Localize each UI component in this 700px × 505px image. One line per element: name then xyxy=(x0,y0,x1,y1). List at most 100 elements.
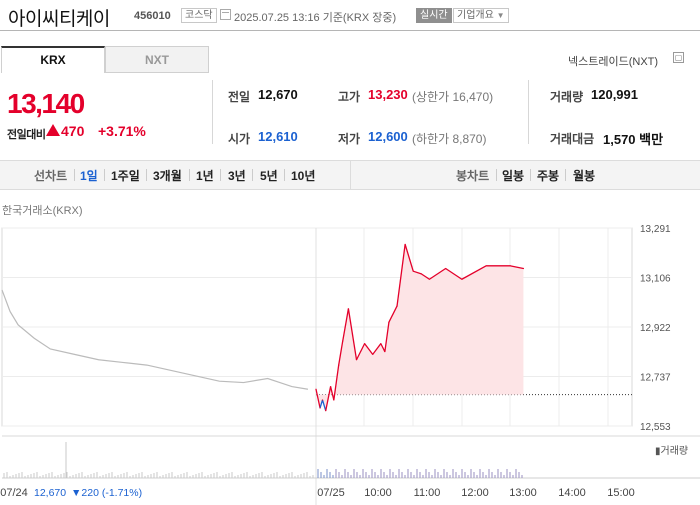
company-info-button[interactable]: 기업개요 ▼ xyxy=(453,8,509,23)
data-point xyxy=(522,267,525,270)
data-point xyxy=(509,265,512,267)
series-today-segment xyxy=(510,265,524,270)
calendar-icon xyxy=(220,9,231,20)
period-5y[interactable]: 5년 xyxy=(260,169,278,183)
data-point xyxy=(396,305,398,307)
period-divider xyxy=(252,169,253,181)
period-1y[interactable]: 1년 xyxy=(196,169,214,183)
change-value: 470 xyxy=(61,123,85,139)
series-today-segment xyxy=(347,308,358,360)
period-divider xyxy=(496,169,497,181)
series-today-segment xyxy=(321,399,327,411)
series-today-segment xyxy=(325,386,332,411)
data-point xyxy=(388,321,390,323)
series-today-segment xyxy=(372,343,382,355)
period-divider xyxy=(220,169,221,181)
current-price: 13,140 xyxy=(7,88,85,119)
period-1w[interactable]: 1주일 xyxy=(111,169,140,183)
data-point xyxy=(355,359,358,361)
amount-value: 1,570 백만 xyxy=(603,132,664,147)
y-tick-label: 12,737 xyxy=(640,373,671,384)
series-today-segment xyxy=(333,365,340,401)
tab-krx[interactable]: KRX xyxy=(1,46,105,73)
realtime-badge[interactable]: 실시간 xyxy=(416,8,452,23)
prev-close-value: 12,670 xyxy=(258,87,298,102)
amount-label: 거래대금 xyxy=(550,132,595,146)
period-3y[interactable]: 3년 xyxy=(228,169,246,183)
high-label: 고가 xyxy=(338,90,361,104)
series-today-segment xyxy=(364,343,374,355)
data-point xyxy=(384,351,386,353)
price-chart[interactable]: 13,291 13,106 12,922 12,737 12,553 ▮거래량 07/24 0… xyxy=(0,215,700,505)
y-tick-label: 12,922 xyxy=(640,323,671,334)
data-point xyxy=(412,270,414,272)
stats-divider-2 xyxy=(528,80,529,144)
data-point xyxy=(420,273,422,275)
series-today-segment xyxy=(338,340,344,366)
data-point xyxy=(372,353,374,355)
data-point xyxy=(428,278,431,280)
tab-nxt[interactable]: NXT xyxy=(105,46,209,73)
period-divider xyxy=(74,169,75,181)
x-tick-label: 11:00 xyxy=(414,487,441,499)
y-tick-label: 13,106 xyxy=(640,274,671,285)
change-percent: +3.71% xyxy=(98,123,146,139)
series-today-segment xyxy=(342,308,350,342)
volume-label: ▮거래량 xyxy=(655,445,688,457)
series-today-fill xyxy=(316,244,524,411)
lower-limit: (하한가 8,870) xyxy=(412,132,487,146)
data-point xyxy=(364,343,366,345)
period-bar-divider xyxy=(350,160,351,190)
chevron-down-icon: ▼ xyxy=(496,11,505,20)
period-1d[interactable]: 1일 xyxy=(80,169,98,183)
low-value: 12,600 xyxy=(368,129,408,144)
series-prev-day-line xyxy=(1,289,309,390)
x-tick-label: 07/25 xyxy=(317,487,345,499)
period-divider xyxy=(146,169,147,181)
series-today-segment xyxy=(396,244,406,307)
y-tick-label: 13,291 xyxy=(640,224,671,235)
data-point xyxy=(315,388,317,390)
nextrade-link[interactable]: 넥스트레이드(NXT) xyxy=(568,56,659,68)
period-divider xyxy=(530,169,531,181)
help-icon[interactable]: ▢ xyxy=(673,52,684,63)
period-divider xyxy=(104,169,105,181)
stats-divider xyxy=(212,80,213,144)
period-divider xyxy=(189,169,190,181)
data-point xyxy=(461,278,463,280)
series-today-segment xyxy=(319,399,324,409)
high-value: 13,230 xyxy=(368,87,408,102)
data-point xyxy=(325,410,327,412)
company-info-label: 기업개요 xyxy=(457,10,494,21)
series-today-segment xyxy=(413,270,422,275)
x-tick-label: 07/24 xyxy=(0,487,28,499)
y-tick-label: 12,553 xyxy=(640,422,671,433)
period-divider xyxy=(284,169,285,181)
period-3m[interactable]: 3개월 xyxy=(153,169,182,183)
volume-value: 120,991 xyxy=(591,87,638,102)
up-triangle-icon xyxy=(46,124,60,136)
candle-daily[interactable]: 일봉 xyxy=(502,169,525,183)
open-label: 시가 xyxy=(228,132,251,146)
open-value: 12,610 xyxy=(258,129,298,144)
series-today-segment xyxy=(380,343,386,352)
series-today-segment xyxy=(329,386,335,401)
candle-monthly[interactable]: 월봉 xyxy=(573,169,596,183)
change-label: 전일대비 xyxy=(7,129,46,141)
candle-chart-label: 봉차트 xyxy=(456,169,490,183)
quote-datetime: 2025.07.25 13:16 기준(KRX 장중) xyxy=(234,12,397,24)
header-divider xyxy=(0,30,700,31)
candle-weekly[interactable]: 주봉 xyxy=(537,169,560,183)
footer-change: ▼220 (-1.71%) xyxy=(71,487,142,499)
data-point xyxy=(329,385,332,388)
data-point xyxy=(380,343,382,345)
series-today-segment xyxy=(388,305,398,323)
data-point xyxy=(338,364,340,366)
footer-close: 12,670 xyxy=(34,487,66,499)
prev-close-label: 전일 xyxy=(228,90,251,104)
stock-code: 456010 xyxy=(134,10,171,22)
data-point xyxy=(485,265,487,267)
series-today-segment xyxy=(384,322,390,352)
data-point xyxy=(347,308,350,310)
period-10y[interactable]: 10년 xyxy=(291,169,316,183)
